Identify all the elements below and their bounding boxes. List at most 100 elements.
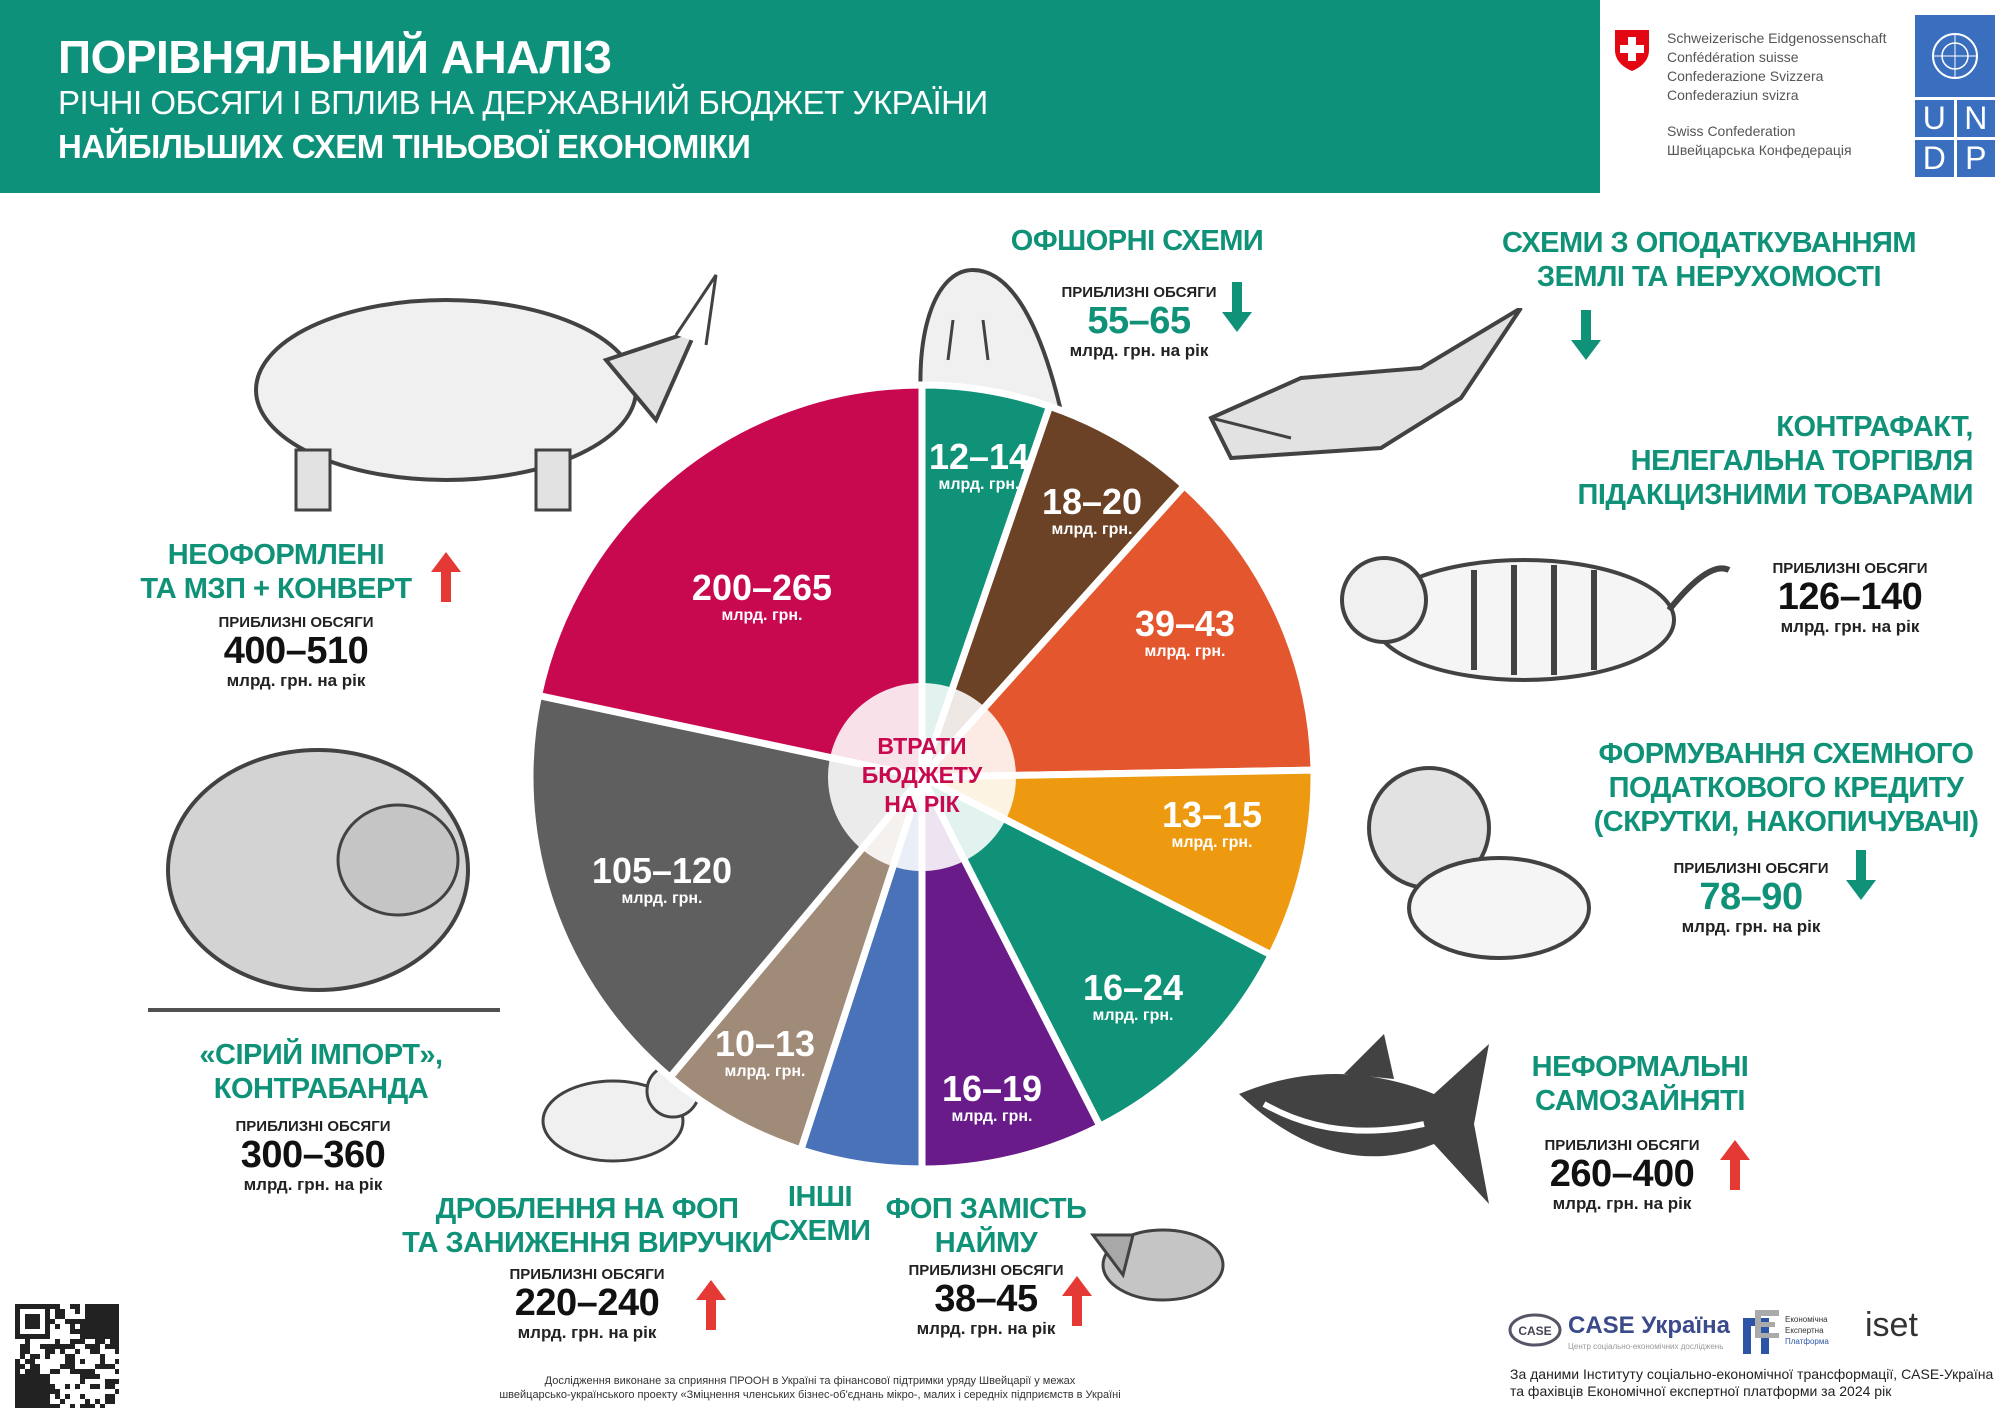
swiss-line: Confédération suisse [1667,49,1799,65]
volume-label: ПРИБЛИЗНІ ОБСЯГИ [1061,284,1217,301]
header-banner: ПОРІВНЯЛЬНИЙ АНАЛІЗ РІЧНІ ОБСЯГИ І ВПЛИВ… [0,0,1600,193]
volume-unit: млрд. грн. на рік [916,1319,1056,1338]
slice-value: 13–15 [1161,794,1263,835]
scheme-volume-gray_import: ПРИБЛИЗНІ ОБСЯГИ 300–360 млрд. грн. на рік [236,1118,391,1195]
eep-line: Економічна [1785,1315,1828,1324]
walrus-icon [918,267,1066,422]
volume-unit: млрд. грн. на рік [1069,341,1209,360]
scheme-volume-tax_credit: ПРИБЛИЗНІ ОБСЯГИ 78–90 млрд. грн. на рік [1674,860,1829,937]
title-line: ІНШІ [787,1181,853,1213]
scheme-volume-splitting: ПРИБЛИЗНІ ОБСЯГИ 220–240 млрд. грн. на рік [510,1266,665,1343]
slice-label: 200–265 млрд. грн. [692,569,832,625]
arrow-up-icon [1062,1276,1092,1326]
scheme-title-other: ІНШІ СХЕМИ [769,1180,871,1248]
slice-value: 39–43 [1134,603,1236,644]
scheme-title-counterfeit: КОНТРАФАКТ, НЕЛЕГАЛЬНА ТОРГІВЛЯ ПІДАКЦИЗНИ… [1578,410,1974,512]
arrow-up-icon [1720,1140,1750,1190]
title-line: ФОРМУВАННЯ СХЕМНОГО [1598,738,1974,770]
pie-slice-counterfeit [914,480,1318,781]
volume-value: 78–90 [1699,876,1803,918]
title-line: «СІРИЙ ІМПОРТ», [199,1039,443,1071]
center-label-line: БЮДЖЕТУ [861,762,983,788]
pie-slice-gray_import [526,691,929,1083]
page-title: ПОРІВНЯЛЬНИЙ АНАЛІЗ [58,31,612,83]
swiss-line: Confederazione Svizzera [1667,68,1824,84]
case-emblem-icon: CASE [1508,1313,1562,1347]
volume-label: ПРИБЛИЗНІ ОБСЯГИ [509,1266,665,1283]
swiss-line: Swiss Confederation [1667,123,1796,139]
crocodile-icon [1208,308,1523,461]
volume-label: ПРИБЛИЗНІ ОБСЯГИ [218,614,374,631]
volume-unit: млрд. грн. на рік [226,671,366,690]
slice-label: 10–13 млрд. грн. [715,1025,815,1081]
pie-slice-informal [534,381,926,782]
title-line: ПОДАТКОВОГО КРЕДИТУ [1608,772,1964,804]
slice-value: 200–265 [691,567,833,608]
pie-slice-fop_hire [918,775,1105,1173]
eep-line: Платформа [1785,1337,1829,1346]
title-line: САМОЗАЙНЯТІ [1535,1085,1745,1117]
swiss-line: Confederaziun svizra [1667,87,1799,103]
title-line: КОНТРАБАНДА [213,1073,429,1105]
arrow-down-icon [1846,850,1876,900]
scheme-volume-counterfeit: ПРИБЛИЗНІ ОБСЯГИ 126–140 млрд. грн. на рік [1773,560,1928,637]
slice-unit: млрд. грн. [1051,521,1133,538]
eep-logo: Економічна Експертна Платформа [1741,1308,1829,1359]
volume-label: ПРИБЛИЗНІ ОБСЯГИ [1772,560,1928,577]
wolf-icon [1090,1228,1225,1302]
arrow-up-icon [431,552,461,602]
arrow-up-icon [696,1280,726,1330]
slice-value: 16–24 [1082,967,1184,1008]
slice-unit: млрд. грн. [1092,1007,1174,1024]
bear-icon [148,748,500,1012]
pie-center-circle [828,683,1016,871]
slice-value: 16–19 [941,1068,1043,1109]
case-logo-subtext: Центр соціально-економічних досліджень [1568,1342,1724,1351]
shark-icon [1239,1034,1489,1204]
undp-logo: U N D P [1915,15,1995,177]
page-subtitle-2: НАЙБІЛЬШИХ СХЕМ ТІНЬОВОЇ ЕКОНОМІКИ [58,128,751,165]
slice-label: 12–14 млрд. грн. [929,438,1029,494]
volume-value: 400–510 [223,630,369,672]
case-logo: CASE CASE Україна Центр соціально-економ… [1508,1312,1730,1353]
volume-label: ПРИБЛИЗНІ ОБСЯГИ [235,1118,391,1135]
title-line: КОНТРАФАКТ, [1776,411,1973,443]
volume-unit: млрд. грн. на рік [517,1323,657,1342]
center-label-line: НА РІК [884,791,960,817]
slice-unit: млрд. грн. [1171,834,1253,851]
title-line: НЕФОРМАЛЬНІ [1531,1051,1749,1083]
iset-logo: iset [1865,1306,1918,1344]
eep-line: Експертна [1785,1326,1824,1335]
volume-label: ПРИБЛИЗНІ ОБСЯГИ [908,1262,1064,1279]
un-emblem-icon [1915,15,1995,97]
pie-slice-splitting [665,774,926,1155]
slice-unit: млрд. грн. [938,476,1020,493]
title-line: ЗЕМЛІ ТА НЕРУХОМОСТІ [1536,261,1882,293]
scheme-title-gray_import: «СІРИЙ ІМПОРТ», КОНТРАБАНДА [199,1038,443,1106]
undp-letter: N [1956,100,1995,137]
rhino-icon [254,274,718,512]
scheme-title-tax_credit: ФОРМУВАННЯ СХЕМНОГО ПОДАТКОВОГО КРЕДИТУ (С… [1594,737,1979,839]
volume-value: 126–140 [1777,576,1923,618]
undp-letter: U [1915,100,1954,137]
title-line: НЕОФОРМЛЕНІ [167,539,385,571]
slice-unit: млрд. грн. [621,890,703,907]
title-line: ТА МЗП + КОНВЕРТ [140,573,412,605]
title-line: СХЕМИ [769,1215,871,1247]
scheme-volume-self_employed: ПРИБЛИЗНІ ОБСЯГИ 260–400 млрд. грн. на рік [1545,1137,1700,1214]
scheme-title-self_employed: НЕФОРМАЛЬНІ САМОЗАЙНЯТІ [1532,1050,1749,1118]
scheme-volume-offshore: ПРИБЛИЗНІ ОБСЯГИ 55–65 млрд. грн. на рік [1062,284,1217,361]
qr-code-icon[interactable] [15,1304,119,1408]
scheme-volume-fop_hire: ПРИБЛИЗНІ ОБСЯГИ 38–45 млрд. грн. на рік [909,1262,1064,1339]
volume-value: 38–45 [934,1278,1038,1320]
slice-label: 105–120 млрд. грн. [592,852,732,908]
volume-value: 300–360 [240,1134,386,1176]
slice-value: 12–14 [928,436,1030,477]
slice-label: 39–43 млрд. грн. [1135,605,1235,661]
pie-center-label: ВТРАТИ БЮДЖЕТУ НА РІК [862,732,983,819]
title-line: ФОП ЗАМІСТЬ [885,1193,1087,1225]
slice-label: 16–24 млрд. грн. [1083,969,1183,1025]
center-label-line: ВТРАТИ [877,733,967,759]
swiss-line: Schweizerische Eidgenossenschaft [1667,30,1887,46]
footer-note-line: Дослідження виконане за сприяння ПРООН в… [544,1375,1076,1387]
